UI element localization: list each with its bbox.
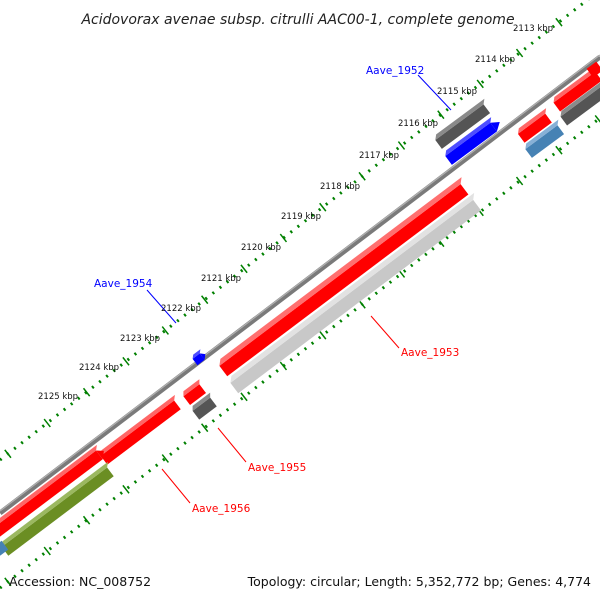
tick-label-2123: 2123 kbp	[120, 334, 160, 344]
inner-tick-2	[82, 515, 91, 525]
outer-tick-3	[122, 356, 130, 366]
tick-label-2120: 2120 kbp	[241, 243, 281, 253]
outer-tick-6	[240, 264, 248, 274]
outer-tick-8	[319, 202, 327, 212]
tick-labels: 2113 kbp 2114 kbp 2115 kbp 2116 kbp 2117…	[38, 24, 553, 402]
outer-tick-1	[43, 418, 51, 428]
feature-aave-1952[interactable]	[443, 115, 503, 165]
tick-label-2124: 2124 kbp	[79, 363, 119, 373]
tick-label-2122: 2122 kbp	[161, 304, 201, 314]
inner-tick-8	[319, 330, 327, 340]
feature-aave-1955-rna[interactable]	[190, 392, 219, 420]
feature-tracks	[0, 61, 600, 556]
tick-label-2117: 2117 kbp	[359, 151, 399, 161]
tick-label-2118: 2118 kbp	[320, 182, 360, 192]
inner-tick-14	[555, 145, 563, 155]
inner-tick-5	[201, 423, 209, 433]
feature-right-forward-3[interactable]	[586, 61, 600, 78]
inner-tick-13	[515, 176, 524, 186]
inner-tick-3	[122, 484, 130, 494]
gene-label-aave-1954[interactable]: Aave_1954	[94, 278, 153, 290]
outer-tick-ring	[0, 0, 590, 462]
inner-tick-1	[43, 546, 51, 556]
feature-aave-1953[interactable]	[216, 177, 472, 377]
tick-label-2113: 2113 kbp	[513, 24, 553, 34]
outer-tick-7	[279, 233, 288, 243]
outer-tick-13	[515, 48, 524, 58]
outer-tick-10	[397, 141, 406, 150]
outer-tick-14	[555, 17, 563, 27]
feature-aave-1953-cog[interactable]	[227, 192, 485, 394]
feature-right-steelblue[interactable]	[523, 119, 567, 158]
tick-label-2116: 2116 kbp	[398, 119, 438, 129]
backbone-ring	[0, 54, 600, 515]
gene-label-aave-1956[interactable]: Aave_1956	[192, 503, 251, 515]
feature-left-steelblue[interactable]	[0, 540, 9, 556]
inner-ticks	[4, 114, 600, 587]
inner-tick-15	[594, 114, 600, 123]
gene-labels: Aave_1952 Aave_1953 Aave_1954 Aave_1955 …	[94, 65, 459, 515]
kbp-ticks	[4, 17, 563, 459]
accession-text: Accession: NC_008752	[9, 574, 151, 589]
feature-aave-1954[interactable]	[191, 349, 208, 366]
gene-label-aave-1955[interactable]: Aave_1955	[248, 462, 306, 474]
feature-right-rna[interactable]	[558, 80, 600, 126]
tick-label-2121: 2121 kbp	[201, 274, 241, 284]
tick-label-2119: 2119 kbp	[281, 212, 321, 222]
map-title: Acidovorax avenae subsp. citrulli AAC00-…	[80, 12, 514, 28]
inner-tick-4	[161, 454, 169, 463]
tick-label-2114: 2114 kbp	[475, 55, 515, 65]
gene-label-aave-1953[interactable]: Aave_1953	[401, 347, 459, 359]
feature-left-olive[interactable]	[0, 461, 117, 556]
feature-aave-1956[interactable]	[98, 394, 184, 465]
outer-tick-11	[437, 110, 445, 120]
inner-tick-0	[4, 577, 12, 587]
outer-tick-9	[358, 171, 366, 181]
feature-aave-1955[interactable]	[181, 379, 208, 406]
feature-right-forward-2[interactable]	[551, 66, 600, 112]
inner-tick-6	[240, 392, 248, 402]
inner-tick-7	[279, 361, 288, 371]
genome-summary-text: Topology: circular; Length: 5,352,772 bp…	[247, 574, 591, 589]
tick-label-2115: 2115 kbp	[437, 87, 477, 97]
feature-aave-1952-rna[interactable]	[433, 98, 493, 149]
feature-right-forward-1[interactable]	[516, 108, 555, 143]
tick-label-2125: 2125 kbp	[38, 392, 78, 402]
inner-tick-ring	[0, 116, 600, 590]
feature-left-forward[interactable]	[0, 444, 108, 542]
inner-tick-9	[358, 299, 366, 309]
outer-tick-5	[201, 295, 209, 305]
outer-tick-2	[82, 387, 91, 397]
outer-tick-12	[476, 79, 484, 89]
outer-tick-0	[4, 449, 12, 459]
outer-tick-4	[161, 326, 169, 335]
gene-label-aave-1952[interactable]: Aave_1952	[366, 65, 424, 77]
